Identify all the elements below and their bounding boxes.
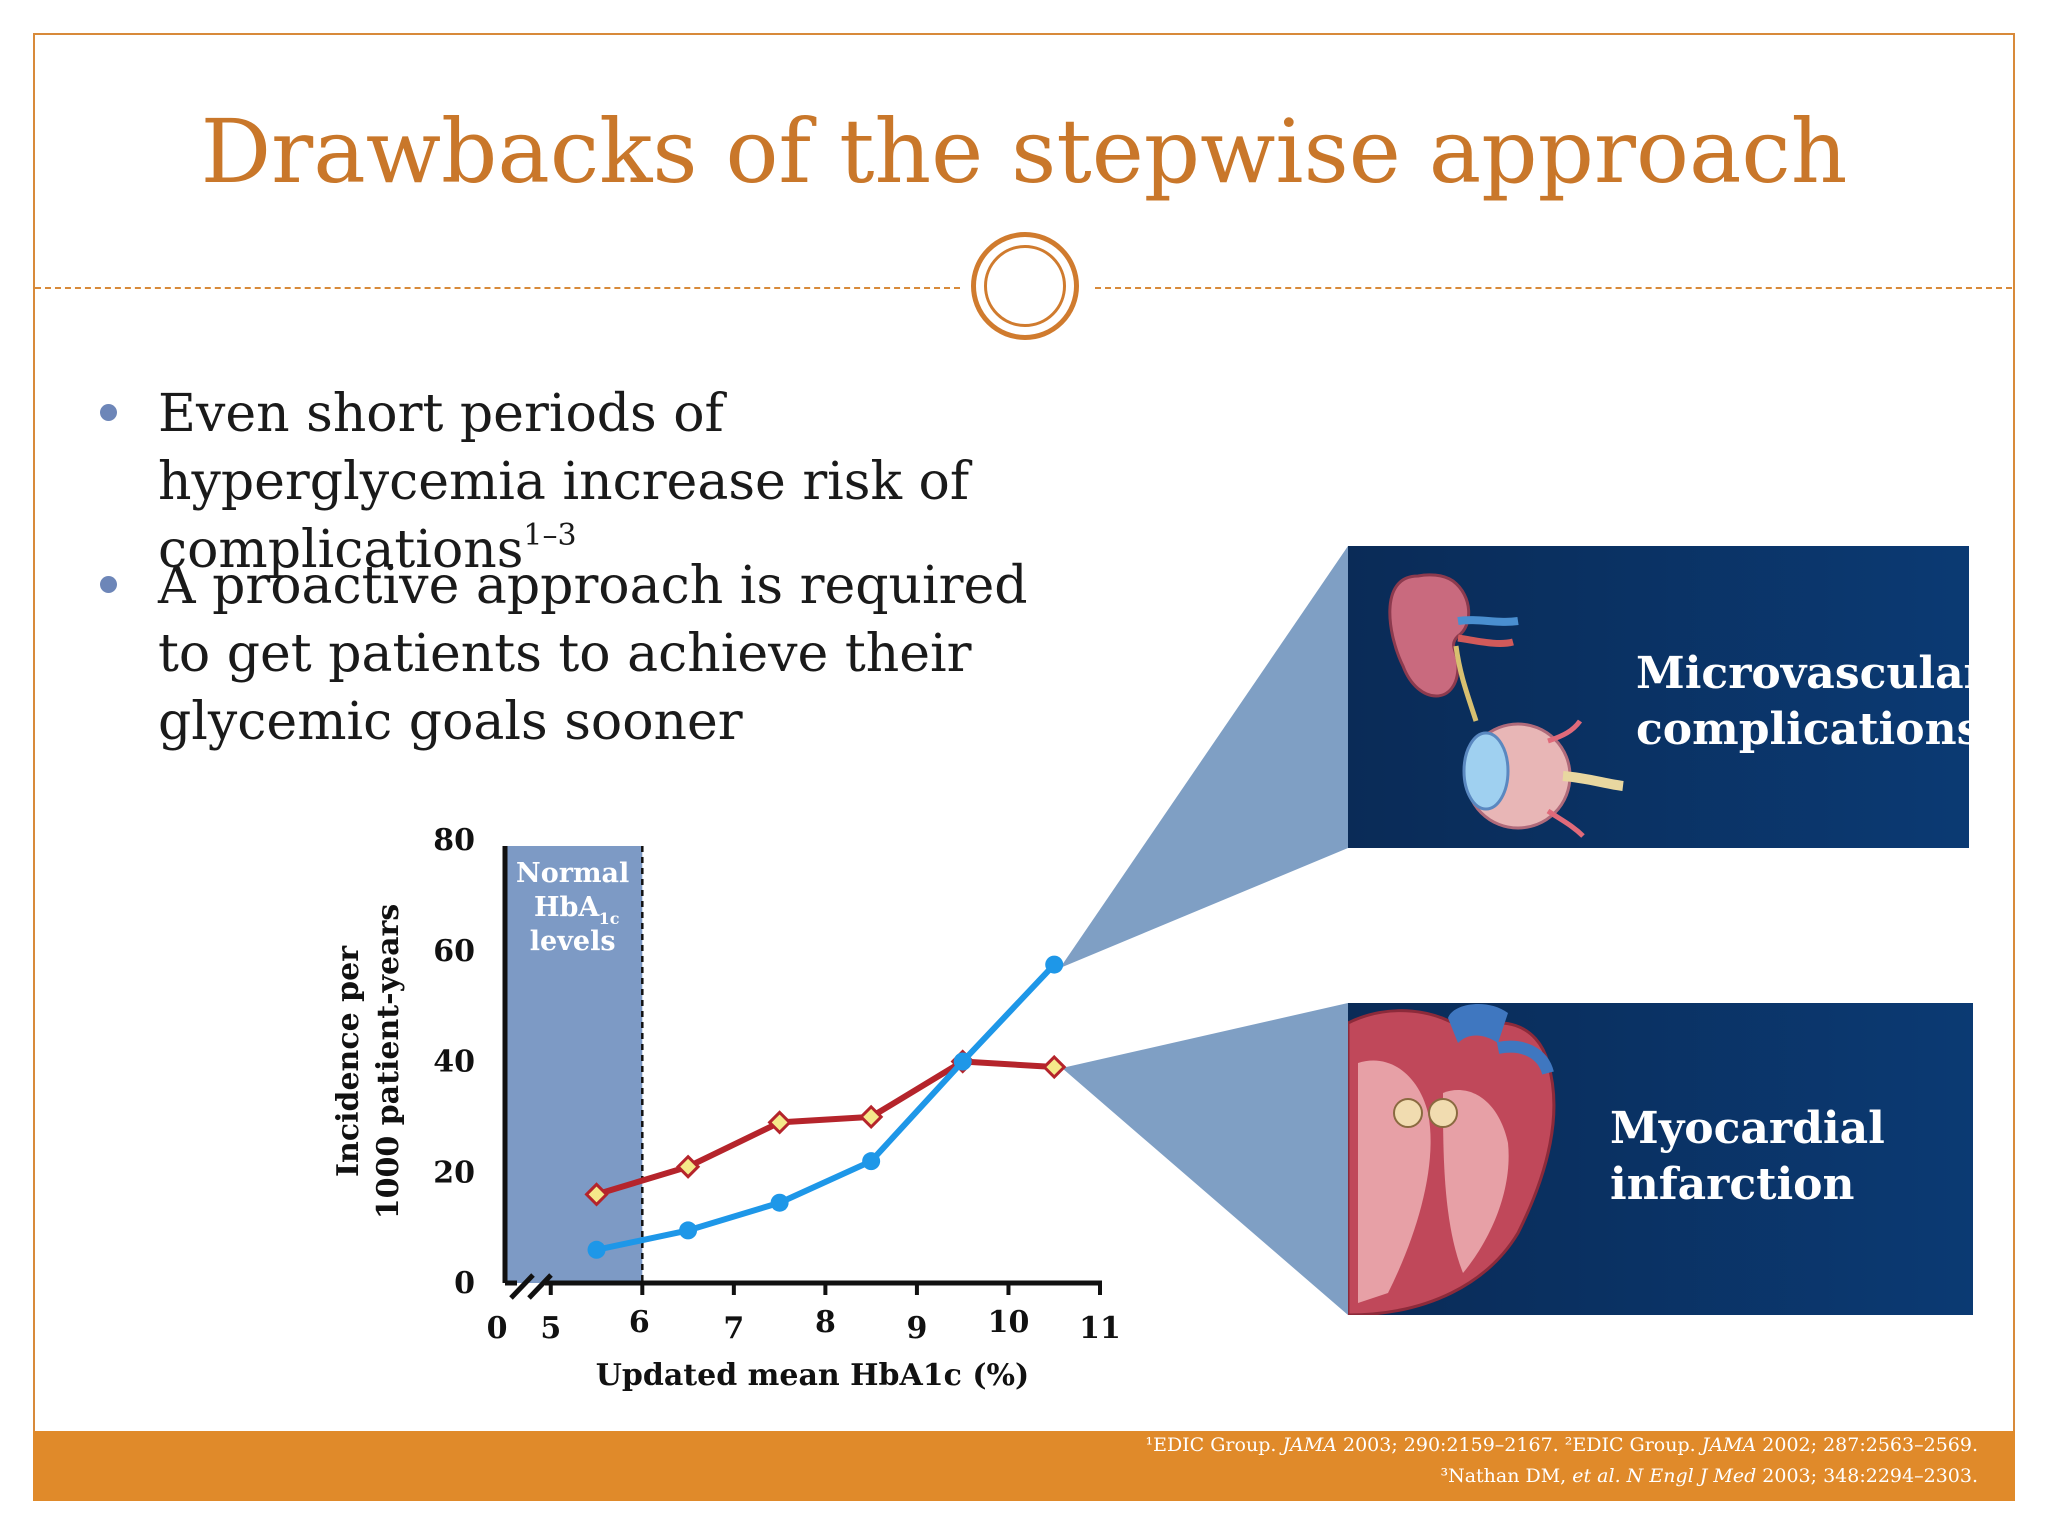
myocardial-panel: Myocardial infarction — [1348, 1003, 1973, 1315]
heart-illustration — [1348, 1003, 1556, 1315]
data-point-micro — [862, 1152, 881, 1171]
myocardial-label-line2: infarction — [1610, 1159, 1855, 1210]
ref1-part-c: 2003; 290:2159–2167. ²EDIC Group. — [1336, 1434, 1702, 1456]
y-tick-label: 80 — [433, 823, 475, 858]
kidney-eye-illustration — [1388, 573, 1624, 838]
bullet-text-1: Even short periods of hyperglycemia incr… — [158, 384, 970, 580]
ref2-journal: et al. N Engl J Med — [1572, 1465, 1757, 1487]
y-tick-label: 20 — [433, 1155, 475, 1190]
data-point-mi — [675, 1154, 701, 1179]
ref1-part-a: ¹EDIC Group. — [1145, 1434, 1283, 1456]
x-tick-label: 7 — [723, 1311, 744, 1346]
series-line-micro — [595, 962, 1057, 1253]
x-tick-label: 9 — [906, 1311, 927, 1346]
data-point-micro — [770, 1193, 789, 1212]
y-tick-label: 0 — [454, 1266, 475, 1301]
x-axis-title: Updated mean HbA1c (%) — [596, 1358, 1030, 1393]
y-tick-label: 40 — [433, 1045, 475, 1080]
footer-bar — [33, 1431, 2015, 1501]
y-axis-title-line1: Incidence per — [331, 945, 366, 1177]
normal-region-rect — [503, 846, 643, 1283]
ref1-journal-b: JAMA — [1701, 1434, 1757, 1456]
normal-region-label-line2: HbA — [534, 892, 600, 923]
series-line-mi — [595, 1058, 1055, 1198]
data-point-micro — [679, 1221, 698, 1240]
microvascular-label-line1: Microvascular — [1636, 648, 1987, 699]
chart-series — [584, 955, 1067, 1259]
slide-title: Drawbacks of the stepwise approach — [200, 100, 1848, 203]
normal-hba1c-region — [503, 846, 644, 1283]
data-point-mi — [767, 1110, 792, 1135]
bullet-dot-icon — [100, 404, 117, 421]
microvascular-panel: Microvascular complications — [1348, 546, 1987, 848]
normal-region-label-line3: levels — [530, 926, 616, 957]
bullet-item-2: A proactive approach is required to get … — [100, 552, 1078, 756]
microvascular-label: Microvascular complications — [1636, 646, 1987, 758]
data-point-mi — [859, 1104, 884, 1129]
x-tick-label: 8 — [815, 1305, 836, 1340]
chart-axes — [502, 846, 1102, 1300]
myocardial-label-line1: Myocardial — [1610, 1103, 1885, 1154]
myocardial-label: Myocardial infarction — [1610, 1101, 1885, 1213]
x-tick-label: 10 — [988, 1305, 1030, 1340]
y-axis-title: Incidence per 1000 patient-years — [331, 904, 406, 1219]
ref2-part-a: ³Nathan DM, — [1440, 1465, 1573, 1487]
data-point-mi — [584, 1182, 609, 1207]
data-point-micro — [1045, 955, 1064, 974]
axis-break-mark — [509, 1273, 535, 1300]
y-tick-label: 60 — [433, 934, 475, 969]
axis-break-mark — [527, 1273, 553, 1300]
x-origin-label: 0 — [487, 1311, 508, 1346]
bullet-text-2: A proactive approach is required to get … — [158, 556, 1028, 752]
x-tick-label: 6 — [629, 1305, 650, 1340]
bullet-item-1: Even short periods of hyperglycemia incr… — [100, 380, 1118, 584]
ref1-journal-a: JAMA — [1282, 1434, 1337, 1456]
bullet-1-citation: 1–3 — [523, 518, 577, 553]
ref1-part-e: 2002; 287:2563–2569. — [1756, 1434, 1978, 1456]
normal-region-label-sub: 1c — [599, 909, 620, 928]
x-tick-label: 5 — [540, 1311, 561, 1346]
normal-region-label-line1: Normal — [516, 858, 629, 889]
x-tick-label: 11 — [1079, 1311, 1121, 1346]
microvascular-label-line2: complications — [1636, 704, 1982, 755]
kidney-icon — [1388, 573, 1519, 722]
data-point-micro — [953, 1052, 972, 1071]
title-divider-right — [1095, 287, 2012, 289]
y-axis-title-line2: 1000 patient-years — [371, 904, 406, 1219]
reference-line-1: ¹EDIC Group. JAMA 2003; 290:2159–2167. ²… — [1145, 1434, 1978, 1456]
ref2-part-c: 2003; 348:2294–2303. — [1756, 1465, 1978, 1487]
eye-icon — [1462, 719, 1624, 838]
reference-line-2: ³Nathan DM, et al. N Engl J Med 2003; 34… — [1440, 1465, 1978, 1487]
data-point-micro — [587, 1240, 606, 1259]
data-point-mi — [1042, 1054, 1067, 1080]
ring-ornament-icon — [971, 232, 1079, 340]
bullet-dot-icon — [100, 576, 117, 593]
title-divider-left — [35, 287, 960, 289]
